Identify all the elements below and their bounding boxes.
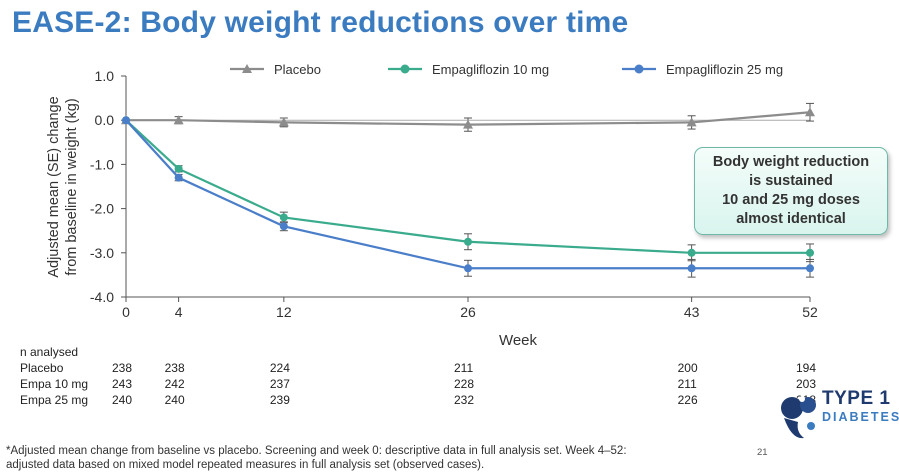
series-line: [125, 119, 810, 270]
n-table-cell: 242: [164, 377, 185, 391]
legend-label: Empagliflozin 10 mg: [432, 62, 549, 77]
y-tick-label: -3.0: [90, 245, 114, 261]
n-table-cell: 203: [796, 377, 817, 391]
x-tick-label: 4: [175, 304, 183, 320]
y-tick-label: 0.0: [95, 112, 115, 128]
callout-line: 10 and 25 mg doses: [722, 192, 860, 208]
footnote-line: adjusted data based on mixed model repea…: [6, 459, 485, 471]
n-table-cell: 224: [269, 361, 290, 375]
n-table-row-label: Empa 25 mg: [20, 393, 89, 407]
callout-line: is sustained: [749, 173, 833, 189]
data-point: [464, 264, 472, 273]
legend-label: Placebo: [274, 62, 321, 77]
type1-diabetes-logo: TYPE 1 DIABETES: [778, 388, 899, 450]
n-table-cell: 194: [796, 361, 817, 375]
data-point: [686, 117, 697, 127]
n-table-row-label: Empa 10 mg: [20, 377, 89, 391]
x-tick-label: 0: [122, 304, 130, 320]
n-table-header: n analysed: [20, 345, 79, 359]
page-title: EASE-2: Body weight reductions over time: [12, 6, 629, 39]
data-point: [173, 115, 184, 125]
n-table-cell: 239: [269, 393, 290, 407]
data-point: [122, 116, 130, 125]
n-table-cell: 211: [677, 377, 697, 391]
n-table-cell: 240: [164, 393, 185, 407]
legend-label: Empagliflozin 25 mg: [666, 62, 783, 77]
n-table-cell: 211: [454, 361, 474, 375]
footnote-line: *Adjusted mean change from baseline vs p…: [6, 445, 627, 457]
y-tick-label: 1.0: [95, 68, 115, 84]
logo-text: TYPE 1: [822, 388, 891, 409]
y-axis-label: Adjusted mean (SE) change: [46, 96, 62, 277]
data-point: [806, 264, 814, 273]
data-point: [687, 264, 696, 273]
data-point: [174, 173, 183, 182]
x-tick-label: 12: [276, 304, 292, 320]
n-table-row-label: Placebo: [20, 361, 64, 375]
series-line: [126, 111, 811, 126]
page-number: 21: [757, 447, 768, 458]
n-table-cell: 200: [677, 361, 698, 375]
x-axis-label: Week: [499, 332, 538, 349]
n-table-cell: 228: [454, 377, 475, 391]
x-tick-label: 26: [460, 304, 476, 320]
logo-figure-icon: [781, 396, 816, 439]
n-table-cell: 243: [112, 377, 133, 391]
data-point: [279, 222, 288, 231]
data-point: [463, 119, 473, 129]
data-point: [278, 117, 289, 127]
n-table-cell: 232: [454, 393, 475, 407]
series-line: [125, 119, 810, 254]
data-point: [687, 248, 696, 257]
legend-marker: [242, 64, 252, 73]
n-table-cell: 238: [112, 361, 133, 375]
callout-box: Body weight reduction is sustained 10 an…: [694, 147, 888, 235]
footnote: *Adjusted mean change from baseline vs p…: [6, 444, 706, 472]
data-point: [464, 237, 472, 246]
logo-text: DIABETES: [822, 410, 899, 424]
y-tick-label: -2.0: [90, 201, 114, 217]
data-point: [174, 164, 183, 173]
y-axis-label: from baseline in weight (kg): [64, 98, 80, 275]
x-tick-label: 43: [684, 304, 700, 320]
data-point: [279, 213, 288, 222]
n-table-cell: 237: [269, 377, 290, 391]
data-point: [806, 248, 814, 257]
legend-marker: [400, 64, 410, 74]
x-tick-label: 52: [802, 304, 818, 320]
n-table-cell: 226: [677, 393, 698, 407]
y-tick-label: -1.0: [90, 156, 114, 172]
callout-line: Body weight reduction: [712, 154, 870, 170]
data-point: [805, 107, 815, 117]
y-tick-label: -4.0: [90, 289, 114, 305]
legend-marker: [634, 64, 644, 74]
n-table-cell: 240: [112, 393, 133, 407]
callout-line: almost identical: [736, 211, 846, 227]
n-table-cell: 238: [164, 361, 185, 375]
